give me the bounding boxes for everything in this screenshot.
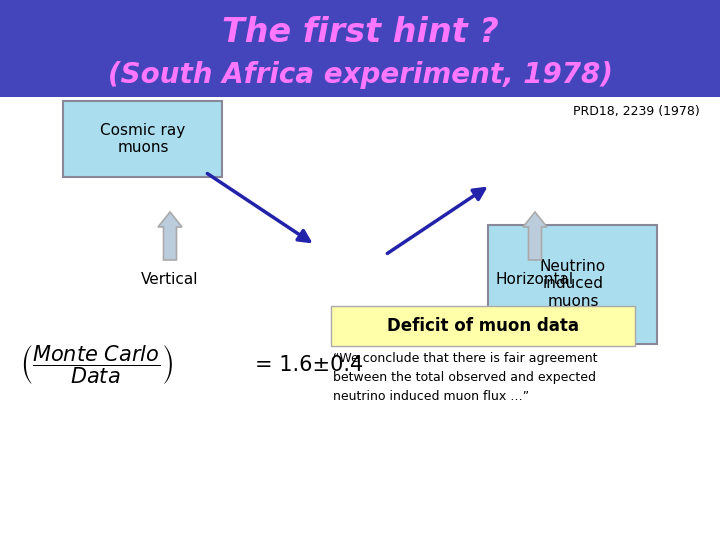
Bar [0, 0, 720, 97]
FancyBboxPatch shape [488, 225, 657, 344]
Text: $\left(\dfrac{\mathit{Monte\ Carlo}}{\mathit{Data}}\right)$: $\left(\dfrac{\mathit{Monte\ Carlo}}{\ma… [20, 343, 173, 387]
Polygon shape [158, 212, 182, 260]
Polygon shape [523, 212, 547, 260]
Text: Neutrino
induced
muons: Neutrino induced muons [540, 259, 606, 309]
Text: “We conclude that there is fair agreement
between the total observed and expecte: “We conclude that there is fair agreemen… [333, 352, 598, 403]
Text: Deficit of muon data: Deficit of muon data [387, 317, 579, 335]
FancyBboxPatch shape [331, 306, 635, 346]
Text: PRD18, 2239 (1978): PRD18, 2239 (1978) [573, 105, 700, 118]
Text: Horizontal: Horizontal [496, 272, 574, 287]
Text: The first hint ?: The first hint ? [222, 16, 498, 49]
Text: = 1.6±0.4: = 1.6±0.4 [255, 355, 364, 375]
Text: (South Africa experiment, 1978): (South Africa experiment, 1978) [107, 61, 613, 89]
FancyBboxPatch shape [63, 101, 222, 177]
Text: Vertical: Vertical [141, 272, 199, 287]
Text: Cosmic ray
muons: Cosmic ray muons [100, 123, 186, 155]
